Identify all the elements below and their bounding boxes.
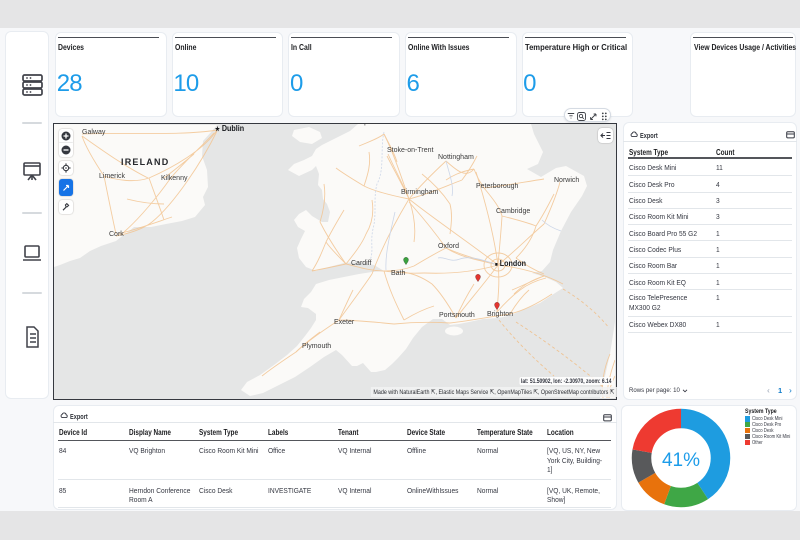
svg-text:41%: 41% — [661, 450, 699, 471]
